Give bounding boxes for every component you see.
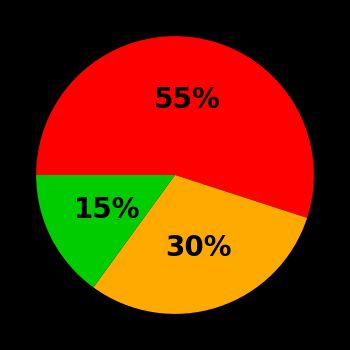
Text: 30%: 30%	[165, 234, 232, 262]
Text: 15%: 15%	[74, 196, 140, 224]
Wedge shape	[36, 175, 175, 287]
Wedge shape	[36, 36, 314, 218]
Text: 55%: 55%	[154, 85, 220, 113]
Wedge shape	[93, 175, 307, 314]
